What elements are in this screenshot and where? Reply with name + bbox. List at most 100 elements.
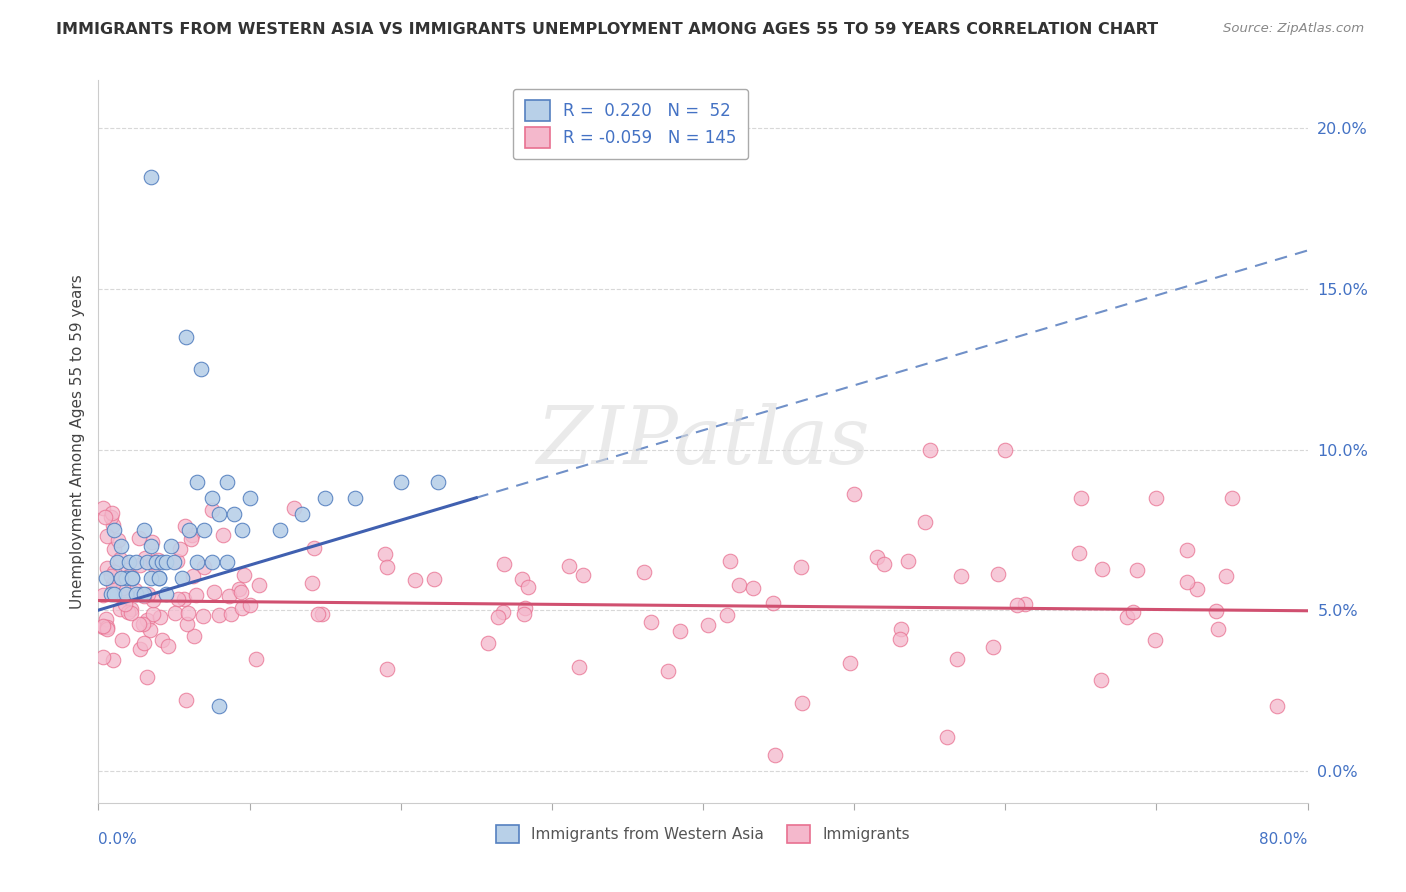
Point bbox=[180, 533, 202, 547]
Point bbox=[155, 587, 177, 601]
Point bbox=[510, 572, 533, 586]
Point bbox=[110, 539, 132, 553]
Y-axis label: Unemployment Among Ages 55 to 59 years: Unemployment Among Ages 55 to 59 years bbox=[69, 274, 84, 609]
Point bbox=[94, 510, 117, 524]
Point bbox=[657, 664, 679, 678]
Point bbox=[1144, 491, 1167, 505]
Point bbox=[233, 567, 256, 582]
Point bbox=[118, 569, 141, 583]
Point bbox=[136, 587, 159, 601]
Text: 0.0%: 0.0% bbox=[98, 831, 138, 847]
Point bbox=[283, 500, 305, 515]
Point bbox=[516, 580, 538, 594]
Point bbox=[193, 560, 215, 574]
Point bbox=[983, 640, 1005, 654]
Point bbox=[149, 609, 172, 624]
Point bbox=[101, 653, 124, 667]
Point bbox=[117, 605, 139, 619]
Point bbox=[191, 609, 214, 624]
Point bbox=[184, 588, 207, 602]
Point bbox=[146, 552, 169, 566]
Point bbox=[91, 619, 114, 633]
Point bbox=[1177, 542, 1199, 557]
Point bbox=[193, 523, 215, 537]
Point bbox=[890, 622, 912, 636]
Point bbox=[156, 639, 179, 653]
Point bbox=[218, 589, 240, 603]
Point bbox=[224, 507, 246, 521]
Point bbox=[101, 577, 124, 591]
Point bbox=[129, 587, 152, 601]
Point bbox=[174, 693, 197, 707]
Point bbox=[177, 606, 200, 620]
Point bbox=[190, 362, 212, 376]
Point bbox=[914, 515, 936, 529]
Point bbox=[105, 555, 128, 569]
Point bbox=[142, 555, 165, 569]
Point bbox=[135, 613, 157, 627]
Point bbox=[180, 528, 202, 542]
Point bbox=[304, 541, 326, 555]
Point bbox=[141, 535, 163, 549]
Point bbox=[132, 587, 155, 601]
Point bbox=[118, 555, 141, 569]
Point bbox=[219, 607, 242, 622]
Point bbox=[1005, 598, 1028, 612]
Point bbox=[132, 635, 155, 649]
Point bbox=[946, 651, 969, 665]
Point bbox=[101, 578, 124, 592]
Point bbox=[121, 571, 143, 585]
Point bbox=[100, 587, 122, 601]
Point bbox=[100, 509, 122, 524]
Point bbox=[121, 571, 143, 585]
Point bbox=[128, 558, 150, 572]
Point bbox=[128, 531, 150, 545]
Point bbox=[125, 587, 148, 601]
Point bbox=[183, 629, 205, 643]
Point bbox=[124, 583, 146, 598]
Point bbox=[994, 442, 1017, 457]
Point bbox=[307, 607, 329, 621]
Text: IMMIGRANTS FROM WESTERN ASIA VS IMMIGRANTS UNEMPLOYMENT AMONG AGES 55 TO 59 YEAR: IMMIGRANTS FROM WESTERN ASIA VS IMMIGRAN… bbox=[56, 22, 1159, 37]
Point bbox=[96, 620, 118, 634]
Point bbox=[148, 571, 170, 585]
Point bbox=[1267, 699, 1289, 714]
Point bbox=[1090, 673, 1112, 687]
Point bbox=[120, 606, 142, 620]
Point bbox=[174, 330, 197, 344]
Point bbox=[91, 501, 114, 516]
Point bbox=[301, 576, 323, 591]
Point bbox=[136, 670, 159, 684]
Point bbox=[427, 475, 450, 489]
Point bbox=[918, 442, 941, 457]
Point bbox=[134, 589, 156, 603]
Point bbox=[763, 747, 786, 762]
Point bbox=[173, 591, 195, 606]
Point bbox=[103, 565, 125, 579]
Point bbox=[103, 517, 125, 532]
Point bbox=[148, 571, 170, 585]
Point bbox=[716, 607, 738, 622]
Point bbox=[208, 507, 231, 521]
Point bbox=[889, 632, 911, 646]
Point bbox=[96, 561, 118, 575]
Point bbox=[201, 491, 224, 505]
Point bbox=[165, 606, 187, 620]
Point bbox=[202, 585, 225, 599]
Point bbox=[110, 571, 132, 585]
Point bbox=[866, 549, 889, 564]
Point bbox=[91, 620, 114, 634]
Point bbox=[103, 523, 125, 537]
Point bbox=[1206, 623, 1229, 637]
Point bbox=[311, 607, 333, 621]
Point bbox=[128, 616, 150, 631]
Point bbox=[314, 491, 336, 505]
Point bbox=[160, 539, 183, 553]
Point bbox=[96, 529, 118, 543]
Point bbox=[494, 558, 516, 572]
Point bbox=[1205, 604, 1227, 618]
Point bbox=[269, 523, 291, 537]
Point bbox=[141, 169, 163, 184]
Point bbox=[129, 642, 152, 657]
Point bbox=[640, 615, 662, 630]
